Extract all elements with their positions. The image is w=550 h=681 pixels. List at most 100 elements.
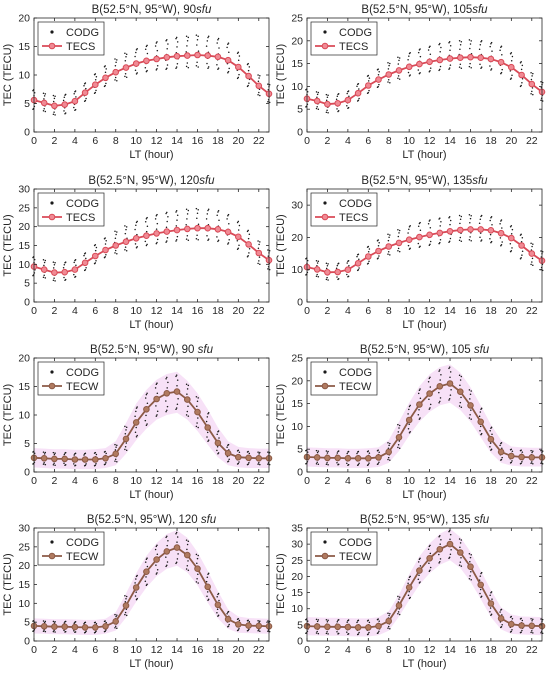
- codg-point: [144, 66, 147, 69]
- codg-point: [501, 68, 503, 71]
- codg-point: [317, 632, 320, 635]
- series-marker: [51, 455, 58, 463]
- codg-point: [166, 544, 168, 547]
- x-tick-label: 18: [485, 135, 497, 147]
- codg-point: [248, 82, 250, 84]
- codg-point: [367, 251, 370, 253]
- codg-point: [501, 456, 503, 459]
- codg-point: [480, 239, 483, 241]
- x-tick-label: 20: [506, 135, 518, 147]
- codg-point: [439, 397, 442, 399]
- series-marker: [163, 390, 171, 397]
- codg-point: [43, 629, 45, 631]
- series-markers-tecs: [30, 224, 273, 276]
- codg-point: [499, 237, 502, 239]
- codg-point: [146, 423, 148, 425]
- codg-point: [62, 266, 65, 269]
- series-marker: [436, 229, 444, 237]
- codg-point: [357, 633, 360, 635]
- codg-point: [267, 268, 269, 270]
- codg-point: [165, 556, 167, 558]
- codg-point: [448, 240, 451, 243]
- codg-point: [479, 232, 482, 234]
- codg-point: [247, 450, 249, 453]
- codg-point: [176, 379, 179, 381]
- codg-point: [236, 248, 239, 251]
- codg-point: [468, 553, 471, 555]
- codg-point: [134, 69, 137, 71]
- x-tick-label: 4: [345, 475, 351, 487]
- codg-point: [187, 239, 190, 241]
- codg-point: [530, 449, 532, 452]
- codg-point: [54, 114, 56, 116]
- codg-point: [479, 592, 481, 595]
- codg-point: [459, 222, 461, 225]
- x-tick-label: 22: [526, 644, 538, 656]
- y-tick-label: 20: [18, 560, 30, 572]
- codg-point: [327, 112, 329, 114]
- codg-point: [237, 76, 240, 79]
- codg-point: [397, 446, 399, 449]
- codg-point: [317, 463, 320, 465]
- codg-point: [237, 51, 240, 53]
- series-marker: [92, 624, 99, 631]
- codg-point: [470, 390, 472, 392]
- codg-point: [144, 397, 147, 399]
- codg-point: [195, 581, 198, 583]
- codg-point: [175, 408, 177, 411]
- codg-point: [540, 631, 542, 634]
- codg-point: [145, 217, 148, 220]
- codg-point: [315, 632, 318, 634]
- series-marker: [446, 228, 454, 235]
- codg-point: [469, 398, 471, 400]
- codg-point: [501, 447, 503, 449]
- series-marker: [132, 584, 140, 591]
- series-marker: [224, 449, 232, 457]
- codg-point: [348, 95, 350, 98]
- codg-point: [408, 228, 410, 230]
- series-marker: [173, 52, 181, 60]
- codg-point: [166, 387, 168, 389]
- codg-point: [135, 51, 137, 54]
- codg-point: [197, 426, 199, 429]
- series-marker: [324, 100, 331, 108]
- codg-point: [491, 50, 493, 52]
- codg-point: [166, 211, 168, 214]
- codg-point: [95, 463, 97, 465]
- codg-point: [459, 379, 462, 381]
- series-marker: [375, 247, 382, 255]
- codg-point: [228, 238, 230, 241]
- codg-point: [489, 65, 491, 67]
- codg-point: [397, 56, 399, 58]
- codg-point: [207, 413, 209, 415]
- codg-point: [316, 630, 318, 633]
- codg-point: [316, 461, 318, 463]
- codg-point: [175, 225, 178, 227]
- y-tick-label: 15: [18, 381, 30, 393]
- codg-point: [448, 399, 450, 401]
- x-tick-label: 14: [171, 135, 183, 147]
- codg-point: [155, 242, 158, 245]
- codg-point: [197, 554, 199, 557]
- codg-point: [73, 463, 75, 465]
- codg-point: [429, 219, 431, 221]
- series-marker: [92, 81, 99, 88]
- codg-point: [85, 463, 87, 465]
- codg-point: [196, 212, 199, 214]
- series-marker: [344, 623, 352, 631]
- series-marker: [255, 82, 263, 90]
- series-marker: [102, 246, 109, 254]
- codg-point: [156, 68, 158, 70]
- series-marker: [81, 456, 89, 463]
- codg-point: [347, 632, 350, 635]
- codg-point: [165, 241, 167, 243]
- codg-point: [368, 621, 371, 624]
- x-tick-label: 16: [192, 135, 204, 147]
- codg-point: [115, 615, 117, 618]
- codg-point: [510, 630, 513, 633]
- series-marker: [365, 624, 372, 631]
- codg-point: [367, 619, 370, 622]
- codg-point: [378, 242, 380, 244]
